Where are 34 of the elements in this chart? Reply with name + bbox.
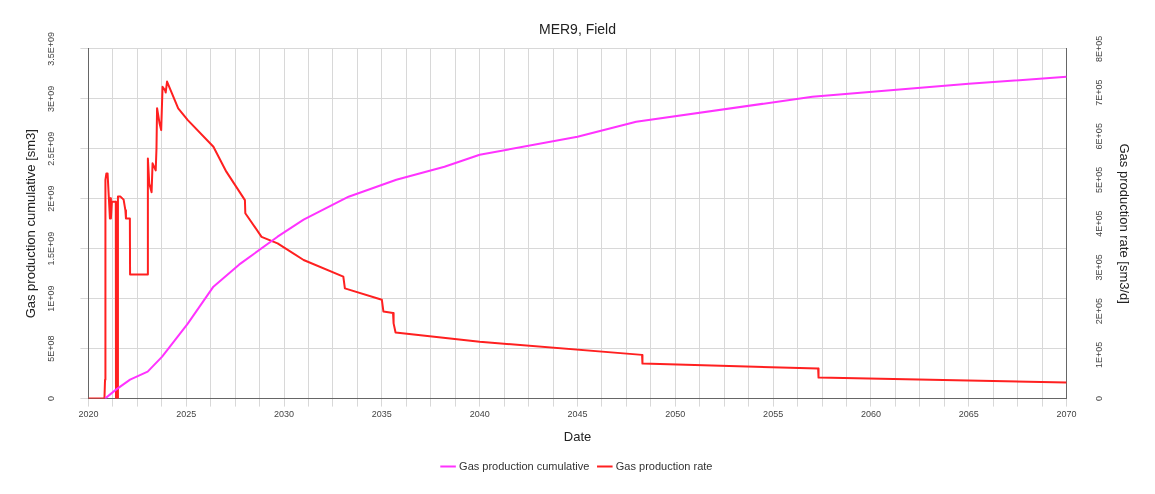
- y-tick-label: 3.5E+09: [45, 31, 56, 66]
- x-tick-label: 2055: [763, 409, 784, 420]
- y-tick-label: 0: [45, 396, 56, 402]
- y2-tick-label: 8E+05: [1094, 35, 1105, 62]
- x-axis-title: Date: [563, 428, 592, 444]
- y2-tick-label: 2E+05: [1094, 298, 1105, 325]
- y2-tick-label: 6E+05: [1094, 123, 1105, 150]
- y-tick-label: 2.5E+09: [45, 131, 56, 166]
- y-axis-title: Gas production cumulative [sm3]: [23, 129, 39, 319]
- chart-title: MER9, Field: [538, 21, 617, 38]
- y-tick-label: 3E+09: [45, 85, 56, 112]
- y2-tick-label: 3E+05: [1094, 254, 1105, 281]
- x-tick-label: 2065: [958, 409, 979, 420]
- y-tick-label: 1E+09: [45, 285, 56, 312]
- x-tick-label: 2045: [567, 409, 588, 420]
- y2-tick-label: 5E+05: [1094, 166, 1105, 194]
- x-tick-label: 2025: [176, 409, 197, 420]
- y2-tick-label: 0: [1094, 396, 1105, 402]
- y2-tick-label: 4E+05: [1094, 210, 1105, 237]
- y-tick-label: 1.5E+09: [45, 231, 56, 266]
- x-tick-label: 2040: [469, 409, 490, 420]
- legend-label: Gas production rate: [615, 459, 713, 472]
- y2-axis-title: Gas production rate [sm3/d]: [1116, 143, 1132, 304]
- x-tick-label: 2030: [274, 409, 295, 420]
- y-tick-label: 2E+09: [45, 185, 56, 212]
- x-tick-label: 2070: [1056, 409, 1077, 420]
- y-tick-label: 5E+08: [45, 335, 56, 362]
- x-tick-label: 2060: [860, 409, 881, 420]
- x-tick-label: 2035: [371, 409, 392, 420]
- y2-tick-label: 1E+05: [1094, 341, 1105, 369]
- x-tick-label: 2050: [665, 409, 686, 420]
- y2-tick-label: 7E+05: [1094, 79, 1105, 106]
- legend-label: Gas production cumulative: [459, 459, 590, 472]
- x-tick-label: 2020: [78, 409, 99, 420]
